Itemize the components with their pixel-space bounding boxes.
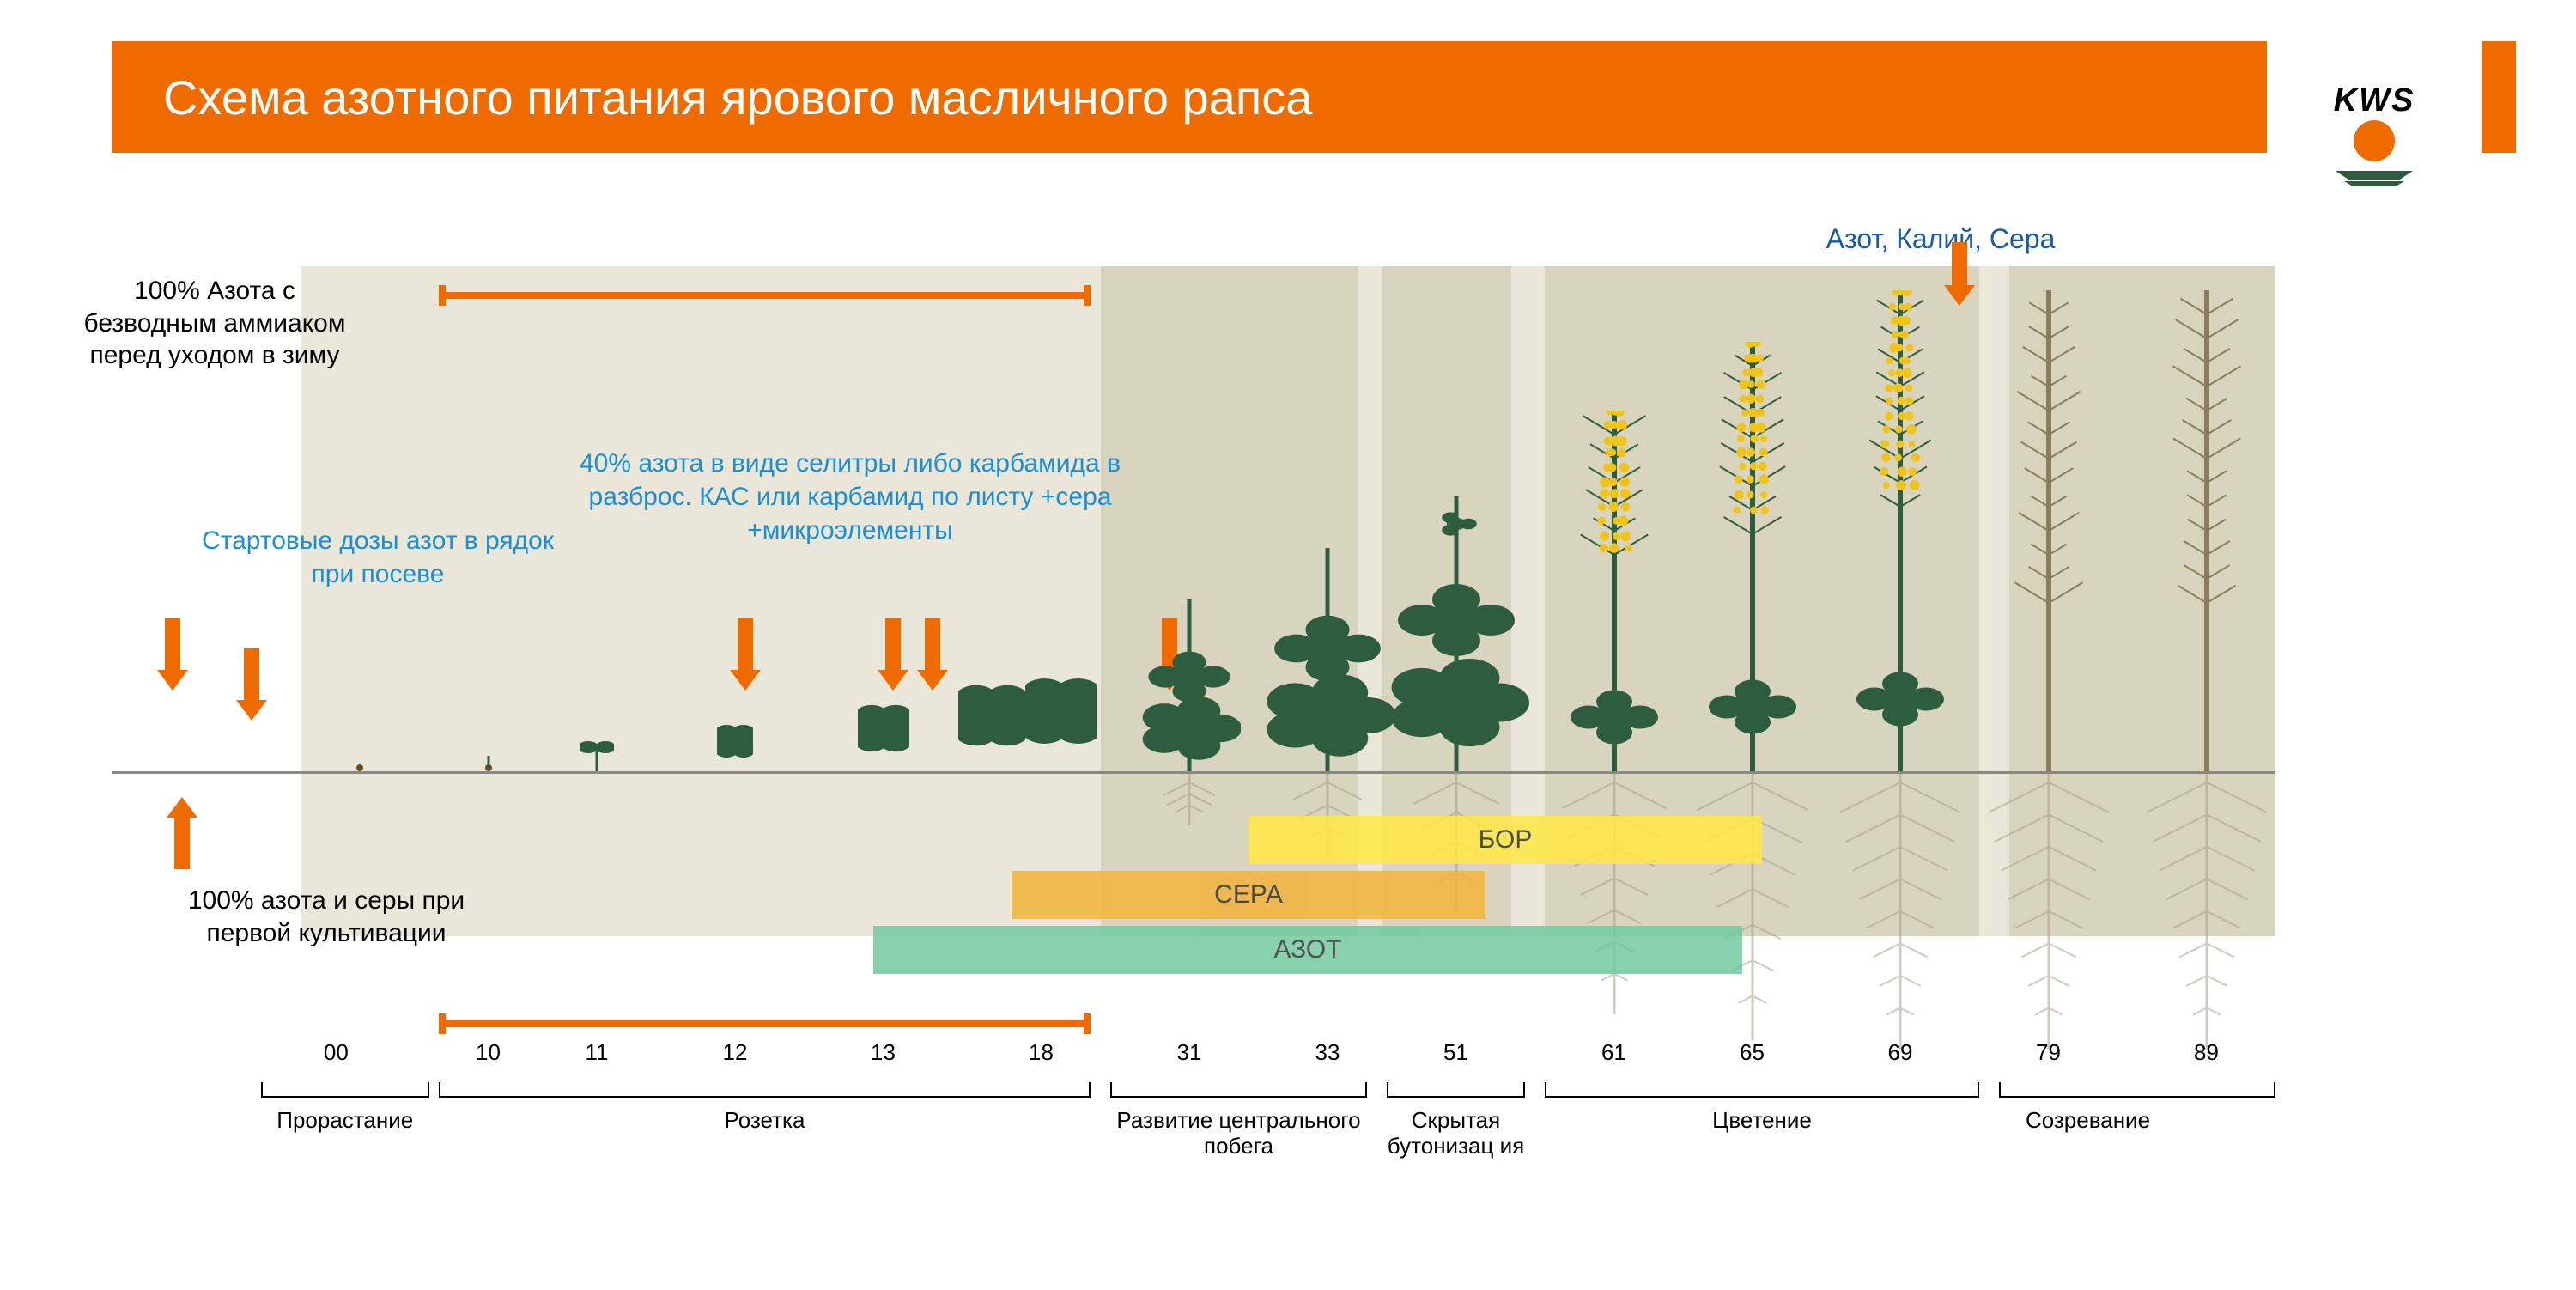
arrow-down-icon [917,618,948,691]
plant-roots [2147,774,2267,1053]
annot-azot-kaliy-sera: Азот, Калий, Сера [1786,223,2095,255]
bbch-code: 31 [1177,1039,1202,1066]
plant-roots [1840,774,1960,1053]
plant-rosette [958,660,1025,771]
page-title: Схема азотного питания ярового масличног… [163,70,1312,125]
bbch-code: 18 [1029,1039,1054,1066]
bbch-code: 51 [1443,1039,1468,1066]
title-bar: Схема азотного питания ярового масличног… [112,41,2267,153]
plant-roots [1989,774,2109,1053]
bbch-code: 79 [2036,1039,2061,1066]
application-period-bar [439,292,1091,299]
plant-roots [1563,774,1666,1019]
plant-sprout [471,756,506,771]
stage-bracket [1110,1082,1367,1098]
plant-rosette [717,711,753,771]
stage-bracket [1999,1082,2275,1098]
logo-icon [2323,119,2426,188]
bbch-code: 33 [1315,1039,1340,1066]
stage-bracket [1387,1082,1525,1098]
stage-bracket [261,1082,429,1098]
bbch-code: 65 [1740,1039,1765,1066]
stage-label: Созревание [1930,1108,2246,1134]
bbch-code: 13 [871,1039,896,1066]
nutrient-bar-azot: АЗОТ [873,926,1742,974]
stage-label: Скрытая бутонизац ия [1367,1108,1545,1159]
kws-logo: KWS [2301,82,2447,188]
stage-label: Развитие центрального побега [1091,1108,1387,1159]
stage-bracket [439,1082,1091,1098]
plant-rosette [1025,651,1097,771]
stage-label: Цветение [1525,1108,1999,1134]
annot-100pct-winter: 100% Азота с безводным аммиаком перед ух… [69,275,361,372]
nutrient-bar-sera: СЕРА [1012,871,1485,919]
arrow-down-icon [157,618,188,691]
plant-seed [343,764,377,771]
annot-40pct: 40% азота в виде селитры либо карбамида … [558,447,1142,547]
bbch-code: 61 [1601,1039,1626,1066]
plant-stem [1138,599,1241,771]
plant-roots [1697,774,1808,1044]
plant-rosette [858,685,909,771]
bbch-code: 11 [586,1039,609,1066]
annot-start-doses: Стартовые дозы азот в рядок при посеве [197,524,558,591]
arrow-down-icon [878,618,908,691]
arrow-down-icon [730,618,761,691]
stage-bracket [1545,1082,1979,1098]
arrow-up-icon [167,797,197,869]
annot-100pct-cultivation: 100% азота и серы при первой культивации [146,885,507,949]
stage-label: Розетка [419,1108,1110,1134]
bbch-code: 00 [324,1039,349,1066]
bbch-code: 69 [1888,1039,1913,1066]
nutrient-bar-bor: БОР [1249,816,1762,864]
plant-roots [1163,774,1215,830]
plant-seedling [580,737,614,771]
stage-label: Прорастание [241,1108,449,1134]
logo-text: KWS [2301,82,2447,119]
bbch-code: 12 [723,1039,748,1066]
application-period-bar [439,1020,1091,1027]
bbch-code: 10 [476,1039,501,1066]
bbch-code: 89 [2194,1039,2219,1066]
growth-chart: 100% Азота с безводным аммиаком перед ух… [301,266,2275,1211]
arrow-down-icon [236,648,267,721]
plant-ripe [2063,290,2351,771]
title-bar-strip [2482,41,2516,153]
